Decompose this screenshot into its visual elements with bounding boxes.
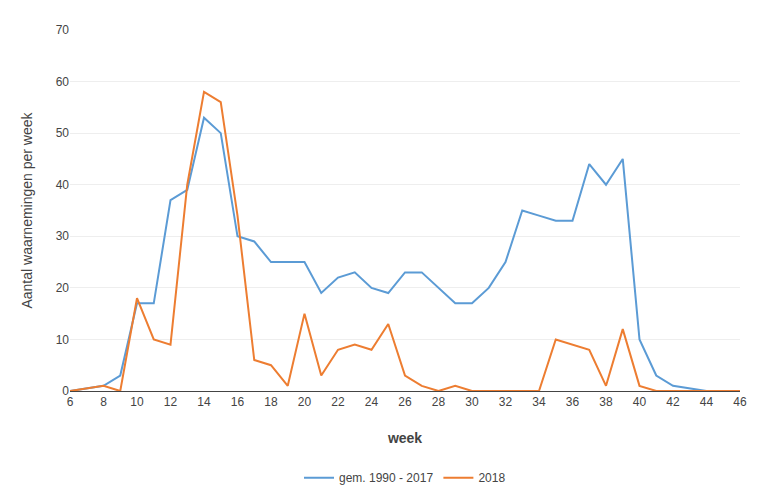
- svg-text:20: 20: [298, 395, 312, 409]
- svg-text:2018: 2018: [478, 471, 505, 485]
- svg-text:10: 10: [56, 333, 70, 347]
- svg-text:40: 40: [56, 178, 70, 192]
- svg-text:14: 14: [197, 395, 211, 409]
- svg-text:22: 22: [331, 395, 345, 409]
- svg-text:40: 40: [633, 395, 647, 409]
- svg-text:24: 24: [365, 395, 379, 409]
- svg-text:8: 8: [100, 395, 107, 409]
- svg-text:Aantal waarnemingen per week: Aantal waarnemingen per week: [19, 111, 35, 308]
- svg-text:12: 12: [164, 395, 178, 409]
- svg-text:60: 60: [56, 75, 70, 89]
- svg-text:16: 16: [231, 395, 245, 409]
- svg-text:38: 38: [599, 395, 613, 409]
- svg-text:6: 6: [67, 395, 74, 409]
- svg-text:18: 18: [264, 395, 278, 409]
- svg-text:46: 46: [733, 395, 747, 409]
- svg-text:44: 44: [700, 395, 714, 409]
- svg-text:week: week: [387, 430, 422, 446]
- svg-text:70: 70: [56, 23, 70, 37]
- svg-text:10: 10: [130, 395, 144, 409]
- svg-text:30: 30: [56, 229, 70, 243]
- svg-text:50: 50: [56, 126, 70, 140]
- svg-text:30: 30: [465, 395, 479, 409]
- svg-text:42: 42: [666, 395, 680, 409]
- svg-text:0: 0: [62, 384, 69, 398]
- svg-text:34: 34: [532, 395, 546, 409]
- svg-text:gem. 1990 - 2017: gem. 1990 - 2017: [339, 471, 433, 485]
- svg-text:26: 26: [398, 395, 412, 409]
- svg-text:28: 28: [432, 395, 446, 409]
- svg-text:32: 32: [499, 395, 513, 409]
- svg-text:36: 36: [566, 395, 580, 409]
- svg-text:20: 20: [56, 281, 70, 295]
